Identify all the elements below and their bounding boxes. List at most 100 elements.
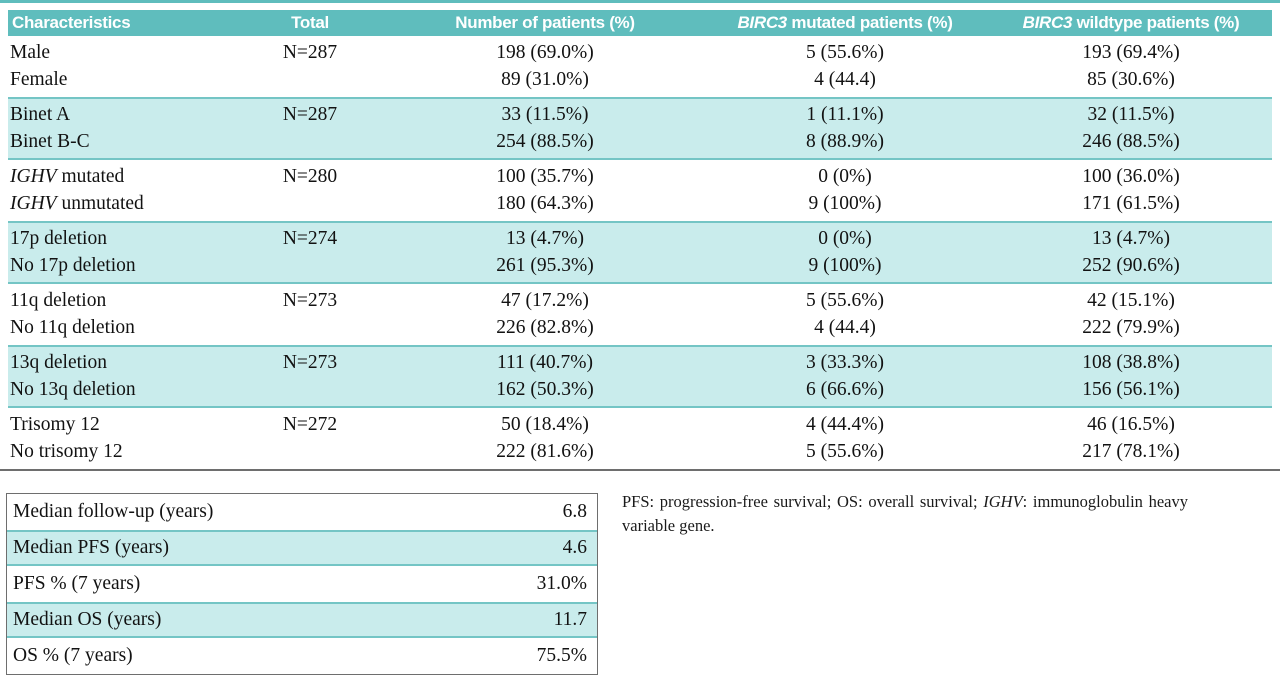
row-label: No trisomy 12 bbox=[10, 441, 123, 462]
wildtype-value: 252 (90.6%) bbox=[1082, 255, 1180, 276]
row-group-ighv: IGHV mutated IGHV unmutated N=280 100 (3… bbox=[8, 160, 1272, 221]
gene-name: IGHV bbox=[10, 166, 57, 187]
number-value: 100 (35.7%) bbox=[496, 166, 594, 187]
total-value: N=273 bbox=[282, 290, 338, 311]
col-header-text: mutated patients (%) bbox=[786, 13, 953, 32]
mutated-value: 4 (44.4) bbox=[814, 69, 876, 90]
col-header-birc3-mutated: BIRC3 mutated patients (%) bbox=[700, 13, 990, 33]
row-label: 17p deletion bbox=[10, 228, 107, 249]
row-label: Binet B-C bbox=[10, 131, 90, 152]
mutated-value: 1 (11.1%) bbox=[806, 104, 884, 125]
mutated-value: 9 (100%) bbox=[808, 255, 882, 276]
row-label: Female bbox=[10, 69, 68, 90]
number-value: 47 (17.2%) bbox=[501, 290, 589, 311]
cell-number: 33 (11.5%) 254 (88.5%) bbox=[390, 101, 700, 155]
row-label: No 17p deletion bbox=[10, 255, 136, 276]
row-label: IGHV mutated bbox=[10, 163, 230, 190]
wildtype-value: 171 (61.5%) bbox=[1082, 193, 1180, 214]
row-label: IGHV unmutated bbox=[10, 190, 230, 217]
number-value: 13 (4.7%) bbox=[506, 228, 584, 249]
cell-wildtype: 108 (38.8%) 156 (56.1%) bbox=[990, 349, 1272, 403]
table-body: Male Female N=287 198 (69.0%) 89 (31.0%)… bbox=[8, 36, 1272, 469]
cell-total: N=273 bbox=[230, 287, 390, 341]
cell-characteristics: 13q deletion No 13q deletion bbox=[8, 349, 230, 403]
summary-label: OS % (7 years) bbox=[13, 645, 133, 666]
cell-number: 198 (69.0%) 89 (31.0%) bbox=[390, 39, 700, 93]
total-value: N=280 bbox=[282, 166, 338, 187]
total-value: N=287 bbox=[282, 104, 338, 125]
total-value: N=287 bbox=[282, 42, 338, 63]
wildtype-value: 13 (4.7%) bbox=[1092, 228, 1170, 249]
wildtype-value: 108 (38.8%) bbox=[1082, 352, 1180, 373]
summary-label: Median follow-up (years) bbox=[13, 501, 214, 522]
summary-value: 6.8 bbox=[562, 501, 587, 522]
summary-value: 4.6 bbox=[562, 537, 587, 558]
mutated-value: 5 (55.6%) bbox=[806, 290, 884, 311]
cell-total: N=274 bbox=[230, 225, 390, 279]
cell-characteristics: Trisomy 12 No trisomy 12 bbox=[8, 411, 230, 465]
mutated-value: 6 (66.6%) bbox=[806, 379, 884, 400]
wildtype-value: 85 (30.6%) bbox=[1087, 69, 1175, 90]
footnote-text: : immunoglobulin heavy variable gene. bbox=[622, 492, 1188, 535]
wildtype-value: 193 (69.4%) bbox=[1082, 42, 1180, 63]
cell-number: 111 (40.7%) 162 (50.3%) bbox=[390, 349, 700, 403]
number-value: 226 (82.8%) bbox=[496, 317, 594, 338]
row-label: 13q deletion bbox=[10, 352, 107, 373]
footnote-text: PFS: progression-free survival; OS: over… bbox=[622, 492, 984, 511]
col-header-number-of-patients: Number of patients (%) bbox=[455, 13, 635, 32]
mutated-value: 5 (55.6%) bbox=[806, 441, 884, 462]
summary-row-median-pfs: Median PFS (years) 4.6 bbox=[7, 530, 597, 566]
number-value: 254 (88.5%) bbox=[496, 131, 594, 152]
cell-wildtype: 13 (4.7%) 252 (90.6%) bbox=[990, 225, 1272, 279]
summary-row-pfs-percent: PFS % (7 years) 31.0% bbox=[7, 566, 597, 602]
cell-total: N=273 bbox=[230, 349, 390, 403]
row-label: 11q deletion bbox=[10, 290, 107, 311]
mutated-value: 9 (100%) bbox=[808, 193, 882, 214]
cell-wildtype: 42 (15.1%) 222 (79.9%) bbox=[990, 287, 1272, 341]
number-value: 198 (69.0%) bbox=[496, 42, 594, 63]
row-label: No 11q deletion bbox=[10, 317, 135, 338]
number-value: 33 (11.5%) bbox=[501, 104, 589, 125]
gene-name: BIRC3 bbox=[1022, 13, 1073, 32]
summary-label: Median OS (years) bbox=[13, 609, 162, 630]
cell-wildtype: 46 (16.5%) 217 (78.1%) bbox=[990, 411, 1272, 465]
cell-total: N=287 bbox=[230, 101, 390, 155]
total-value: N=273 bbox=[282, 352, 338, 373]
wildtype-value: 222 (79.9%) bbox=[1082, 317, 1180, 338]
total-value: N=274 bbox=[282, 228, 338, 249]
col-header-characteristics: Characteristics bbox=[12, 13, 131, 32]
row-group-trisomy12: Trisomy 12 No trisomy 12 N=272 50 (18.4%… bbox=[8, 408, 1272, 469]
row-group-17p: 17p deletion No 17p deletion N=274 13 (4… bbox=[8, 221, 1272, 284]
row-label: Binet A bbox=[10, 104, 71, 125]
row-label: Male bbox=[10, 42, 51, 63]
row-label: Trisomy 12 bbox=[10, 414, 100, 435]
number-value: 89 (31.0%) bbox=[501, 69, 589, 90]
mutated-value: 3 (33.3%) bbox=[806, 352, 884, 373]
wildtype-value: 156 (56.1%) bbox=[1082, 379, 1180, 400]
cell-mutated: 4 (44.4%) 5 (55.6%) bbox=[700, 411, 990, 465]
summary-row-median-os: Median OS (years) 11.7 bbox=[7, 602, 597, 638]
mutated-value: 4 (44.4) bbox=[814, 317, 876, 338]
cell-mutated: 5 (55.6%) 4 (44.4) bbox=[700, 287, 990, 341]
summary-row-os-percent: OS % (7 years) 75.5% bbox=[7, 638, 597, 674]
bottom-divider-rule bbox=[0, 469, 1280, 471]
summary-row-median-followup: Median follow-up (years) 6.8 bbox=[7, 494, 597, 530]
cell-characteristics: 17p deletion No 17p deletion bbox=[8, 225, 230, 279]
cell-characteristics: IGHV mutated IGHV unmutated bbox=[8, 163, 230, 217]
table-header-row: Characteristics Total Number of patients… bbox=[8, 10, 1272, 36]
cell-mutated: 1 (11.1%) 8 (88.9%) bbox=[700, 101, 990, 155]
cell-number: 100 (35.7%) 180 (64.3%) bbox=[390, 163, 700, 217]
summary-value: 75.5% bbox=[536, 645, 587, 666]
cell-number: 50 (18.4%) 222 (81.6%) bbox=[390, 411, 700, 465]
row-label-text: mutated bbox=[56, 166, 125, 187]
row-group-11q: 11q deletion No 11q deletion N=273 47 (1… bbox=[8, 284, 1272, 345]
top-divider-rule bbox=[0, 0, 1280, 3]
summary-table: Median follow-up (years) 6.8 Median PFS … bbox=[6, 493, 598, 675]
cell-number: 47 (17.2%) 226 (82.8%) bbox=[390, 287, 700, 341]
number-value: 50 (18.4%) bbox=[501, 414, 589, 435]
cell-characteristics: Binet A Binet B-C bbox=[8, 101, 230, 155]
mutated-value: 0 (0%) bbox=[818, 166, 872, 187]
gene-name: BIRC3 bbox=[737, 13, 787, 32]
col-header-text: wildtype patients (%) bbox=[1072, 13, 1240, 32]
summary-label: PFS % (7 years) bbox=[13, 573, 141, 594]
